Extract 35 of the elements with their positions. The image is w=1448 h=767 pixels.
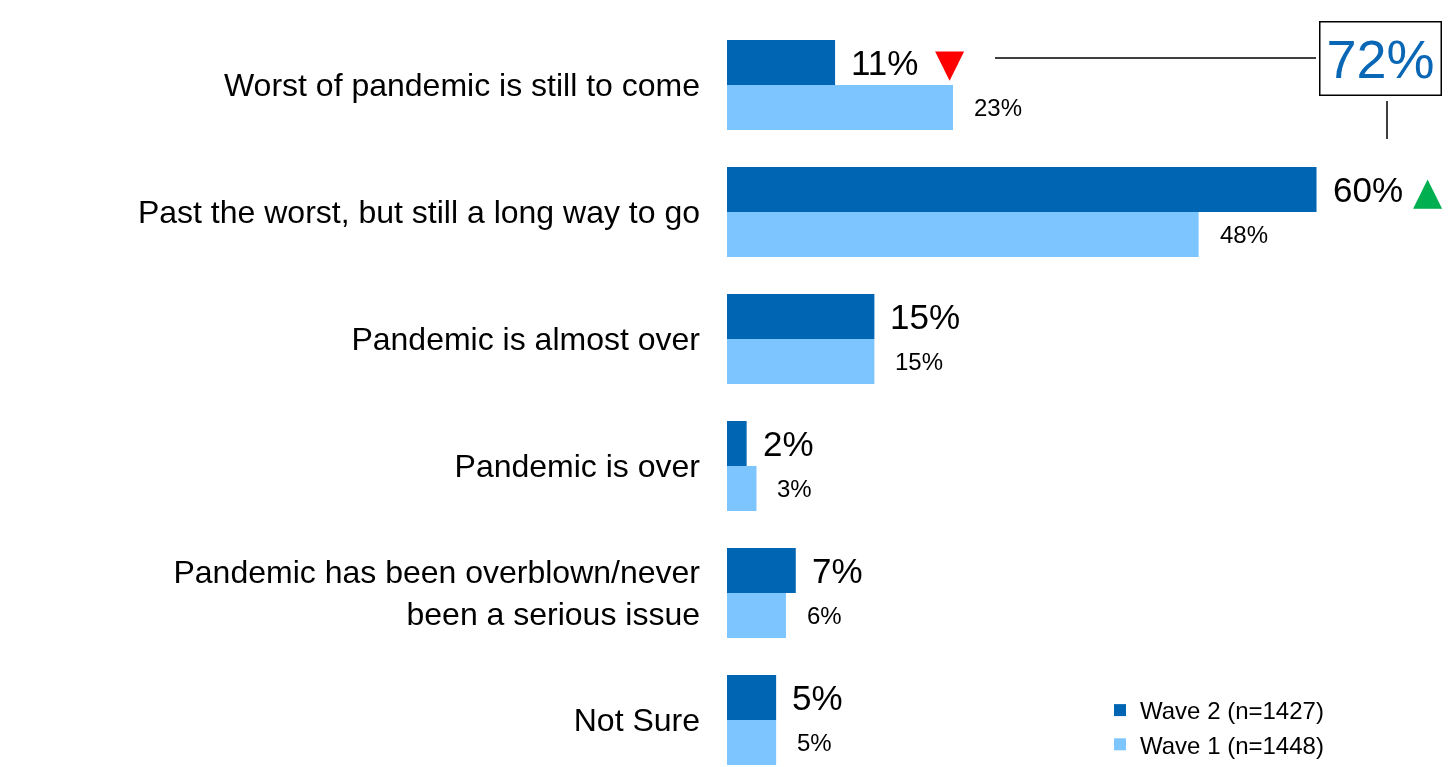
annotation: ▼ bbox=[935, 41, 965, 85]
y-tick-label: Worst of pandemic is still to come bbox=[223, 67, 700, 104]
bar bbox=[727, 465, 757, 512]
data-label: 15% bbox=[890, 297, 961, 336]
bar bbox=[727, 211, 1199, 257]
bar bbox=[727, 547, 796, 593]
data-label: 6% bbox=[807, 602, 842, 629]
data-label: 23% bbox=[974, 94, 1023, 121]
bar bbox=[727, 39, 836, 85]
bar bbox=[727, 420, 747, 466]
bar bbox=[727, 84, 953, 130]
text: ▲ bbox=[1413, 169, 1443, 213]
data-label: 5% bbox=[792, 678, 843, 717]
legend-label: Wave 2 (n=1427) bbox=[1140, 697, 1324, 725]
data-label: 5% bbox=[797, 729, 832, 756]
text: 72% bbox=[1326, 28, 1435, 89]
y-tick-label: Past the worst, but still a long way to go bbox=[137, 194, 700, 231]
y-tick-label: Not Sure bbox=[573, 702, 700, 739]
data-label: 48% bbox=[1220, 221, 1269, 248]
y-tick-label: Pandemic is over bbox=[454, 448, 701, 485]
y-tick-label: Pandemic is almost over bbox=[351, 321, 701, 358]
bar bbox=[727, 338, 875, 385]
data-label: 7% bbox=[812, 551, 863, 590]
data-label: 60% bbox=[1333, 170, 1404, 209]
bar bbox=[727, 166, 1317, 212]
bar bbox=[727, 293, 875, 339]
data-label: 11% bbox=[851, 43, 919, 82]
data-label: 2% bbox=[763, 424, 814, 463]
data-label: 3% bbox=[777, 475, 812, 502]
data-label: 15% bbox=[895, 348, 944, 375]
legend-label: Wave 1 (n=1448) bbox=[1140, 731, 1324, 759]
bar bbox=[727, 593, 786, 639]
y-tick-label: Pandemic has been overblown/never been a serious issue bbox=[173, 554, 701, 632]
bar bbox=[727, 720, 777, 766]
bar bbox=[727, 674, 777, 721]
